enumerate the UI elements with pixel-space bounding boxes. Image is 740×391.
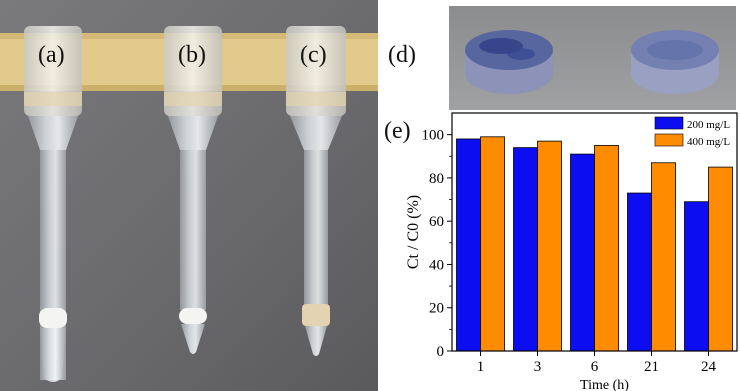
bar-chart: 1 3 6 21 24 0 20 40 60 80 100 Time (h) Ct / C0 (%) 20…	[405, 112, 738, 391]
x-tick-label: 21	[644, 359, 659, 375]
label-e: (e)	[384, 118, 411, 144]
pellet-left	[465, 30, 553, 94]
y-tick-label: 40	[429, 257, 444, 273]
column-b	[164, 26, 222, 354]
y-tick-label: 80	[429, 171, 444, 187]
legend-swatch	[654, 133, 684, 147]
bar	[684, 201, 709, 352]
label-c: (c)	[300, 42, 327, 68]
bar	[627, 192, 652, 352]
column-a	[24, 26, 82, 382]
column-photo	[0, 0, 378, 391]
x-tick-label: 1	[477, 359, 485, 375]
plot-frame	[451, 112, 738, 352]
bar	[537, 140, 562, 352]
label-a: (a)	[38, 42, 65, 68]
bar	[456, 138, 481, 352]
x-tick-label: 3	[534, 359, 542, 375]
y-tick-label: 20	[429, 301, 444, 317]
y-axis-label: Ct / C0 (%)	[405, 195, 422, 269]
x-tick-label: 24	[701, 359, 717, 375]
pellet-right	[631, 30, 719, 94]
legend-swatch	[654, 116, 684, 130]
legend-label: 200 mg/L	[687, 119, 730, 131]
y-tick-label: 100	[422, 128, 445, 144]
y-tick-label: 60	[429, 214, 444, 230]
bar	[513, 147, 538, 352]
bar	[594, 145, 619, 352]
bar	[708, 166, 733, 352]
bar	[570, 153, 595, 352]
bar	[651, 162, 676, 352]
y-tick-label: 0	[437, 344, 445, 360]
legend-label: 400 mg/L	[687, 136, 730, 148]
label-b: (b)	[178, 42, 206, 68]
x-tick-label: 6	[591, 359, 599, 375]
label-d: (d)	[388, 42, 416, 68]
column-c	[286, 26, 346, 356]
pellet-photo	[449, 6, 736, 110]
bar	[480, 136, 505, 352]
x-axis-label: Time (h)	[580, 378, 629, 391]
